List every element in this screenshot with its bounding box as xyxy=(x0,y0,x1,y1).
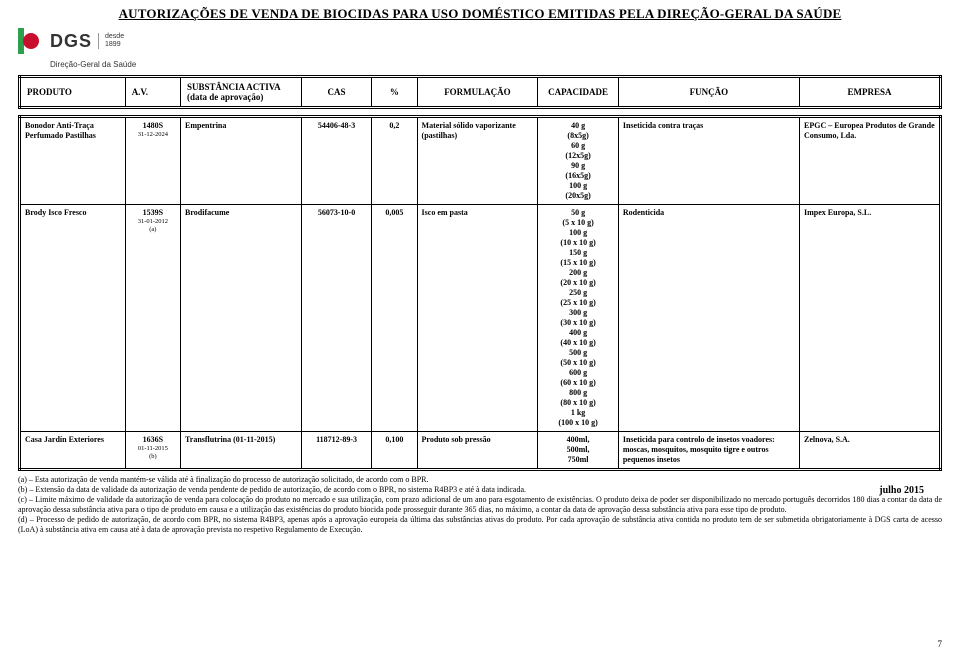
dgs-logo-sub: desde 1899 xyxy=(98,33,124,48)
table-cell: Casa Jardín Exteriores xyxy=(20,432,126,470)
table-cell: 56073-10-0 xyxy=(301,205,371,432)
hdr-formulacao: FORMULAÇÃO xyxy=(417,77,538,108)
dgs-since-label: desde xyxy=(105,33,124,41)
dgs-full-name: Direção-Geral da Saúde xyxy=(0,60,960,73)
table-cell: 1480S31-12-2024 xyxy=(125,117,180,205)
hdr-produto: PRODUTO xyxy=(20,77,126,108)
table-cell: 118712-89-3 xyxy=(301,432,371,470)
dgs-logo-text: DGS xyxy=(50,31,92,51)
column-header-table: PRODUTO A.V. SUBSTÂNCIA ACTIVA (data de … xyxy=(18,75,942,109)
hdr-substancia: SUBSTÂNCIA ACTIVA (data de aprovação) xyxy=(181,77,302,108)
table-cell: Inseticida para controlo de insetos voad… xyxy=(618,432,799,470)
data-table: Bonodor Anti-Traça Perfumado Pastilhas14… xyxy=(18,115,942,471)
page-number: 7 xyxy=(938,639,943,649)
table-row: Brody Isco Fresco1539S31-01-2012(a)Brodi… xyxy=(20,205,941,432)
table-cell: Produto sob pressão xyxy=(417,432,538,470)
table-cell: 1636S01-11-2015(b) xyxy=(125,432,180,470)
logo-region: DGS desde 1899 xyxy=(0,26,960,60)
footnote-a: (a) – Esta autorização de venda mantém-s… xyxy=(18,475,942,485)
table-cell: Empentrina xyxy=(181,117,302,205)
table-cell: 0,005 xyxy=(372,205,417,432)
flag-icon xyxy=(18,28,44,54)
table-cell: EPGC – Europea Produtos de Grande Consum… xyxy=(800,117,941,205)
table-cell: 54406-48-3 xyxy=(301,117,371,205)
table-cell: Brody Isco Fresco xyxy=(20,205,126,432)
table-cell: 400ml,500ml,750ml xyxy=(538,432,619,470)
table-row: Casa Jardín Exteriores1636S01-11-2015(b)… xyxy=(20,432,941,470)
hdr-cas: CAS xyxy=(301,77,371,108)
hdr-av: A.V. xyxy=(125,77,180,108)
footnote-b: (b) – Extensão da data de validade da au… xyxy=(18,485,526,494)
hdr-funcao: FUNÇÃO xyxy=(618,77,799,108)
document-date: julho 2015 xyxy=(879,485,924,498)
table-cell: Zelnova, S.A. xyxy=(800,432,941,470)
footnotes: (a) – Esta autorização de venda mantém-s… xyxy=(0,471,960,535)
page-title: AUTORIZAÇÕES DE VENDA DE BIOCIDAS PARA U… xyxy=(0,0,960,26)
table-cell: Transflutrina (01-11-2015) xyxy=(181,432,302,470)
hdr-capacidade: CAPACIDADE xyxy=(538,77,619,108)
table-cell: 1539S31-01-2012(a) xyxy=(125,205,180,432)
hdr-empresa: EMPRESA xyxy=(800,77,941,108)
table-cell: Inseticida contra traças xyxy=(618,117,799,205)
table-cell: Brodifacume xyxy=(181,205,302,432)
hdr-pct: % xyxy=(372,77,417,108)
table-cell: Rodenticida xyxy=(618,205,799,432)
table-cell: Isco em pasta xyxy=(417,205,538,432)
table-cell: Impex Europa, S.L. xyxy=(800,205,941,432)
footnote-d: (d) – Processo de pedido de autorização,… xyxy=(18,515,942,535)
table-cell: 0,2 xyxy=(372,117,417,205)
table-cell: Material sólido vaporizante (pastilhas) xyxy=(417,117,538,205)
table-cell: 40 g(8x5g)60 g(12x5g)90 g(16x5g)100 g(20… xyxy=(538,117,619,205)
table-cell: Bonodor Anti-Traça Perfumado Pastilhas xyxy=(20,117,126,205)
dgs-since-year: 1899 xyxy=(105,41,124,49)
table-cell: 50 g(5 x 10 g)100 g(10 x 10 g)150 g(15 x… xyxy=(538,205,619,432)
table-cell: 0,100 xyxy=(372,432,417,470)
footnote-c: (c) – Limite máximo de validade da autor… xyxy=(18,495,942,515)
table-row: Bonodor Anti-Traça Perfumado Pastilhas14… xyxy=(20,117,941,205)
